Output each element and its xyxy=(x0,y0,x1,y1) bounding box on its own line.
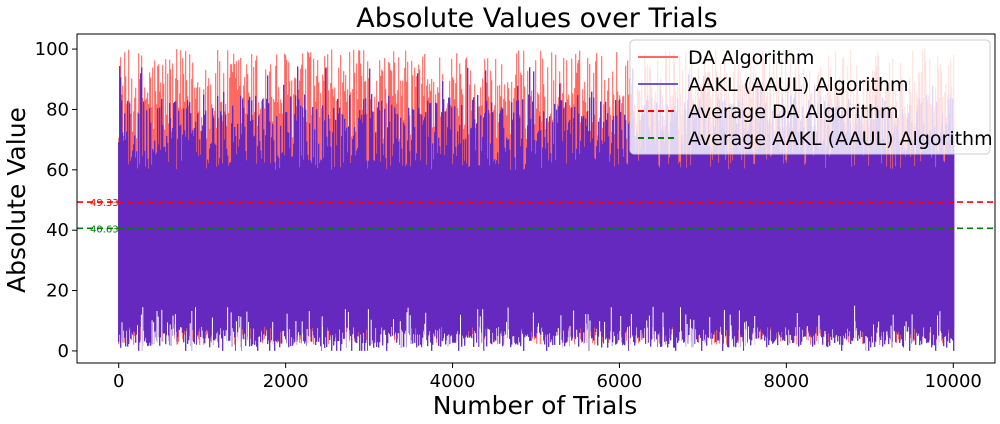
average-labels: 49.33 40.63 xyxy=(90,198,119,235)
y-tick-label: 20 xyxy=(46,281,69,302)
x-tick-label: 8000 xyxy=(763,371,809,392)
series-layer xyxy=(118,49,955,351)
legend-label-avg-da: Average DA Algorithm xyxy=(688,101,898,123)
chart-title: Absolute Values over Trials xyxy=(356,3,717,34)
legend-frame xyxy=(629,39,991,155)
y-axis-label: Absolute Value xyxy=(2,107,31,293)
y-tick-label: 80 xyxy=(46,99,69,120)
x-tick-label: 0 xyxy=(113,371,124,392)
series-line-aakl xyxy=(118,66,955,351)
plot-area xyxy=(77,49,995,351)
x-tick-label: 10000 xyxy=(925,371,982,392)
avg-label-aakl: 40.63 xyxy=(90,224,119,235)
x-tick-label: 6000 xyxy=(597,371,643,392)
legend: DA Algorithm AAKL (AAUL) Algorithm Avera… xyxy=(629,39,993,155)
legend-label-da: DA Algorithm xyxy=(688,47,814,69)
y-tick-label: 0 xyxy=(58,341,69,362)
avg-label-da: 49.33 xyxy=(90,198,119,209)
x-tick-label: 4000 xyxy=(430,371,476,392)
legend-label-aakl: AAKL (AAUL) Algorithm xyxy=(688,74,909,96)
plot-frame xyxy=(76,33,996,364)
reference-lines xyxy=(77,201,995,230)
axis-ticks: 0 2000 4000 6000 8000 10000 0 20 40 60 80 100 xyxy=(35,39,982,392)
y-tick-label: 100 xyxy=(35,39,69,60)
y-tick-label: 40 xyxy=(46,220,69,241)
x-axis-label: Number of Trials xyxy=(433,391,638,420)
series-gaps xyxy=(121,305,941,351)
x-tick-label: 2000 xyxy=(263,371,309,392)
legend-label-avg-aakl: Average AAKL (AAUL) Algorithm xyxy=(688,128,993,150)
y-tick-label: 60 xyxy=(46,160,69,181)
